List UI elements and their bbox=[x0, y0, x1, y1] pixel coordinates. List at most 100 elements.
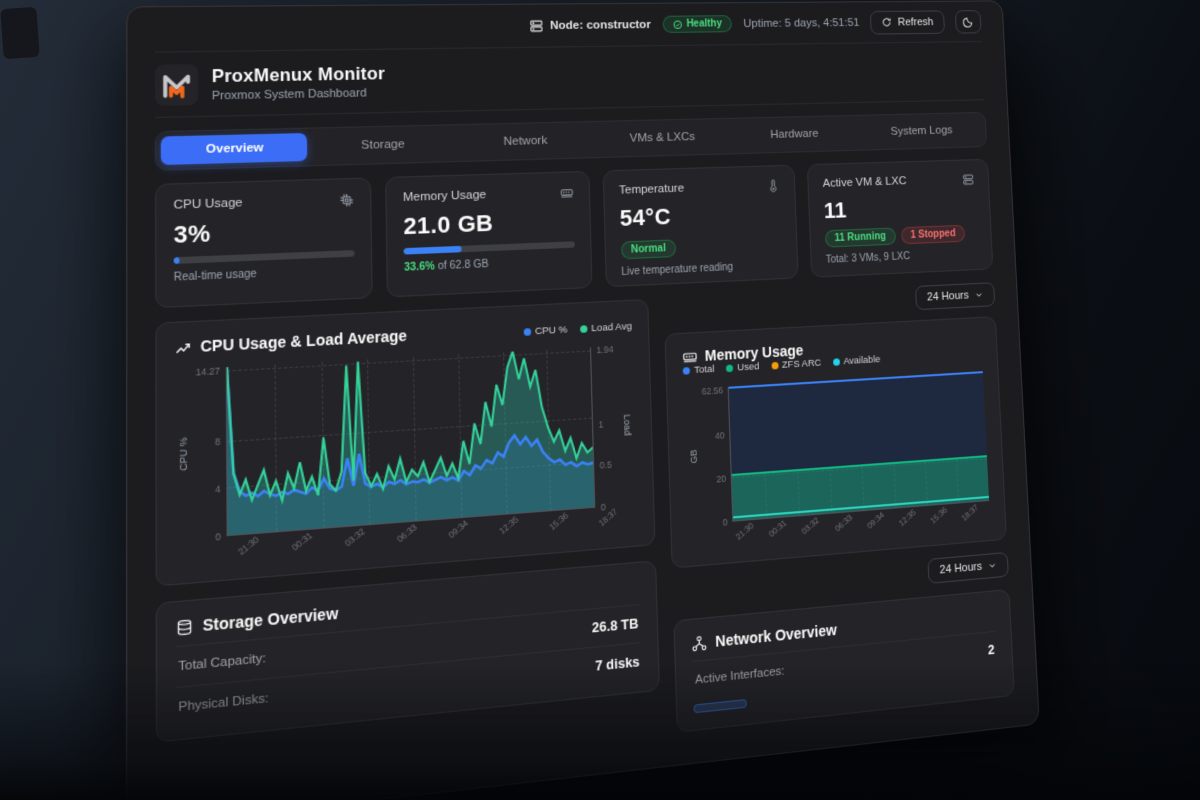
cpu-usage-card: CPU Usage 3% Real-time usage bbox=[155, 177, 373, 309]
dashboard-panel: Node: constructor Healthy Uptime: 5 days… bbox=[125, 0, 1040, 800]
legend-label-cpu: CPU % bbox=[534, 324, 568, 338]
node-indicator: Node: constructor bbox=[529, 17, 651, 32]
network-icon bbox=[692, 634, 708, 652]
legend-dot-cpu bbox=[523, 328, 531, 336]
network-title: Network Overview bbox=[715, 621, 838, 651]
vm-card-title: Active VM & LXC bbox=[822, 175, 907, 190]
memory-y-ticks: 62.56 40 20 0 bbox=[698, 384, 733, 528]
cpu-y-ticks-right: 1.94 1 0.5 0 bbox=[591, 344, 622, 513]
legend-label-load: Load Avg bbox=[591, 320, 633, 335]
cpu-plot-area bbox=[225, 347, 596, 537]
tab-hardware[interactable]: Hardware bbox=[731, 120, 858, 149]
refresh-label: Refresh bbox=[897, 15, 934, 28]
cpu-progress-track bbox=[173, 250, 355, 264]
memory-chart-card: Memory Usage Total Used ZFS ARC Availabl… bbox=[664, 316, 1007, 569]
network-overview-card: Network Overview Active Interfaces: 2 bbox=[673, 588, 1015, 733]
temperature-status-badge: Normal bbox=[620, 239, 677, 260]
legend-dot-available bbox=[832, 358, 840, 366]
theme-toggle-button[interactable] bbox=[954, 9, 982, 34]
ytick: 4 bbox=[215, 483, 221, 496]
memory-subtitle-rest: of 62.8 GB bbox=[434, 258, 489, 273]
ytick: 1 bbox=[598, 418, 604, 430]
tab-storage[interactable]: Storage bbox=[312, 130, 453, 161]
memory-progress-fill bbox=[403, 245, 463, 255]
storage-capacity-value: 26.8 TB bbox=[591, 616, 639, 636]
app-logo bbox=[154, 63, 199, 107]
proxmenux-m-icon bbox=[160, 68, 194, 101]
network-interface-badge bbox=[693, 698, 748, 714]
ytick: 14.27 bbox=[195, 365, 221, 378]
memory-progress-track bbox=[403, 241, 575, 255]
memory-card-title: Memory Usage bbox=[402, 188, 487, 205]
vm-stopped-badge: 1 Stopped bbox=[900, 224, 966, 245]
ytick: 0.5 bbox=[599, 459, 613, 472]
tab-vms-lxcs[interactable]: VMs & LXCs bbox=[596, 123, 727, 153]
tab-system-logs[interactable]: System Logs bbox=[860, 117, 982, 146]
node-label: Node: constructor bbox=[549, 18, 651, 32]
cpu-chart-svg bbox=[226, 347, 595, 535]
cpu-y-axis-label: CPU % bbox=[177, 437, 190, 472]
ytick: 0 bbox=[722, 516, 728, 528]
app-header-text: ProxMenux Monitor Proxmox System Dashboa… bbox=[212, 64, 386, 102]
chevron-down-icon bbox=[974, 290, 984, 300]
health-badge-label: Healthy bbox=[686, 18, 723, 30]
memory-subtitle: 33.6% of 62.8 GB bbox=[404, 255, 575, 274]
right-column: 24 Hours Memory Usage Total Used ZFS ARC… bbox=[664, 282, 1015, 733]
left-column: CPU Usage & Load Average CPU % Load Avg … bbox=[155, 298, 661, 743]
time-range-select-bottom[interactable]: 24 Hours bbox=[927, 551, 1009, 584]
legend-label-zfs: ZFS ARC bbox=[781, 357, 822, 371]
cpu-value: 3% bbox=[173, 219, 211, 249]
uptime-text: Uptime: 5 days, 4:51:51 bbox=[743, 16, 860, 30]
vm-count-value: 11 bbox=[823, 197, 848, 224]
server-icon bbox=[529, 18, 544, 33]
content-columns: CPU Usage & Load Average CPU % Load Avg … bbox=[155, 282, 1015, 790]
ytick: 0 bbox=[215, 530, 221, 543]
tab-network[interactable]: Network bbox=[457, 126, 593, 157]
storage-title: Storage Overview bbox=[202, 604, 339, 635]
ytick: 8 bbox=[214, 435, 221, 448]
time-range-label-2: 24 Hours bbox=[939, 560, 983, 577]
chevron-down-icon-2 bbox=[987, 560, 997, 571]
moon-icon bbox=[962, 16, 973, 28]
memory-value: 21.0 GB bbox=[403, 209, 494, 240]
storage-disks-value: 7 disks bbox=[594, 654, 640, 675]
legend-label-total: Total bbox=[694, 363, 715, 377]
refresh-icon bbox=[882, 17, 893, 28]
time-range-select-top[interactable]: 24 Hours bbox=[915, 282, 996, 311]
tab-overview[interactable]: Overview bbox=[160, 132, 308, 166]
ytick: 62.56 bbox=[701, 384, 724, 397]
check-circle-icon bbox=[672, 19, 682, 29]
network-interfaces-label: Active Interfaces: bbox=[694, 664, 785, 687]
cpu-y-ticks-left: 14.27 8 4 0 bbox=[191, 365, 226, 542]
cpu-chart-card: CPU Usage & Load Average CPU % Load Avg … bbox=[155, 298, 656, 587]
ram-icon bbox=[559, 186, 573, 200]
cpu-card-title: CPU Usage bbox=[173, 196, 243, 212]
cpu-subtitle: Real-time usage bbox=[173, 268, 257, 284]
temperature-value: 54°C bbox=[619, 203, 672, 232]
cpu-chip-icon bbox=[340, 193, 354, 207]
health-badge: Healthy bbox=[662, 15, 733, 33]
storage-overview-card: Storage Overview Total Capacity: 26.8 TB… bbox=[155, 560, 661, 743]
app-header: ProxMenux Monitor Proxmox System Dashboa… bbox=[154, 41, 985, 119]
temperature-subtitle: Live temperature reading bbox=[621, 261, 734, 279]
memory-plot-area bbox=[727, 371, 990, 522]
network-interfaces-value: 2 bbox=[987, 642, 995, 658]
legend-dot-total bbox=[683, 366, 691, 375]
vm-subtitle: Total: 3 VMs, 9 LXC bbox=[825, 251, 911, 266]
memory-usage-card: Memory Usage 21.0 GB 33.6% of 62.8 GB bbox=[385, 170, 593, 298]
scene: Node: constructor Healthy Uptime: 5 days… bbox=[125, 0, 1040, 800]
cpu-chart-legend: CPU % Load Avg bbox=[523, 321, 632, 338]
ytick: 40 bbox=[714, 430, 725, 442]
legend-dot-used bbox=[726, 364, 734, 373]
ytick: 0 bbox=[600, 501, 606, 513]
background-window-corner bbox=[0, 6, 40, 60]
page-title: ProxMenux Monitor bbox=[211, 63, 386, 86]
temperature-card-title: Temperature bbox=[618, 182, 685, 197]
storage-capacity-label: Total Capacity: bbox=[178, 651, 267, 674]
time-range-label: 24 Hours bbox=[926, 289, 970, 304]
legend-dot-zfs bbox=[771, 361, 779, 370]
activity-trend-icon bbox=[175, 338, 192, 356]
active-vm-card: Active VM & LXC 11 11 Running 1 Stopped … bbox=[806, 158, 994, 278]
disk-icon bbox=[176, 617, 194, 636]
refresh-button[interactable]: Refresh bbox=[870, 9, 945, 35]
